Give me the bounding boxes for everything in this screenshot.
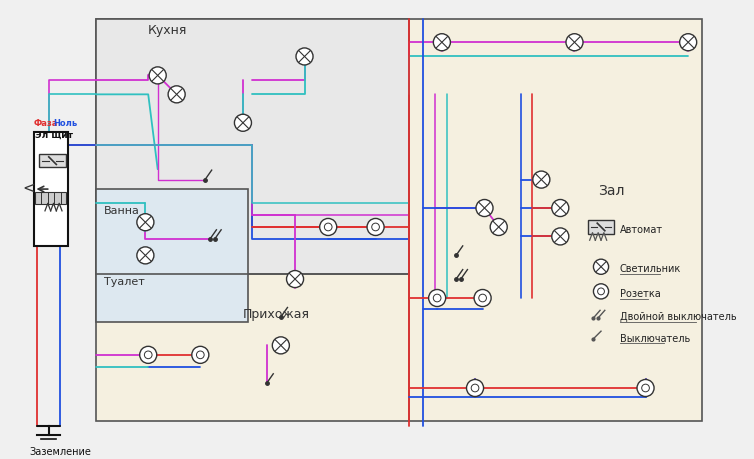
Circle shape [533,172,550,189]
Circle shape [679,34,697,52]
Circle shape [467,380,483,397]
Circle shape [136,247,154,264]
Bar [96,20,409,275]
Circle shape [637,380,654,397]
Bar [96,190,247,322]
Circle shape [566,34,583,52]
Circle shape [296,49,313,66]
Circle shape [367,219,384,236]
Bar [588,221,615,234]
Circle shape [552,229,569,246]
Circle shape [434,34,450,52]
Circle shape [428,290,446,307]
Circle shape [139,347,157,364]
Bar [35,192,66,205]
Text: Заземление: Заземление [30,446,92,456]
Bar [34,133,68,246]
Text: Светильник: Светильник [620,264,681,274]
Text: Двойной выключатель: Двойной выключатель [620,311,737,321]
Circle shape [234,115,252,132]
Text: Розетка: Розетка [620,289,661,298]
Text: Автомат: Автомат [620,224,663,234]
Circle shape [272,337,290,354]
Circle shape [287,271,304,288]
Circle shape [593,260,608,275]
Text: Ноль: Ноль [54,118,78,128]
Text: Выключатель: Выключатель [620,333,690,343]
Circle shape [552,200,569,217]
Text: Ванна: Ванна [104,205,139,215]
Bar [39,155,66,168]
Circle shape [136,214,154,231]
Circle shape [476,200,493,217]
Bar [96,20,703,421]
Circle shape [320,219,337,236]
Circle shape [149,68,166,85]
Circle shape [474,290,491,307]
Circle shape [490,219,507,236]
Text: Эл щит: Эл щит [35,131,73,140]
Text: Фаза: Фаза [34,118,58,128]
Circle shape [593,284,608,299]
Text: Туалет: Туалет [104,276,145,286]
Text: Прихожая: Прихожая [243,307,310,320]
Circle shape [192,347,209,364]
Text: <: < [22,180,35,196]
Text: Кухня: Кухня [149,24,188,37]
Text: Зал: Зал [598,184,624,197]
Circle shape [168,87,185,104]
